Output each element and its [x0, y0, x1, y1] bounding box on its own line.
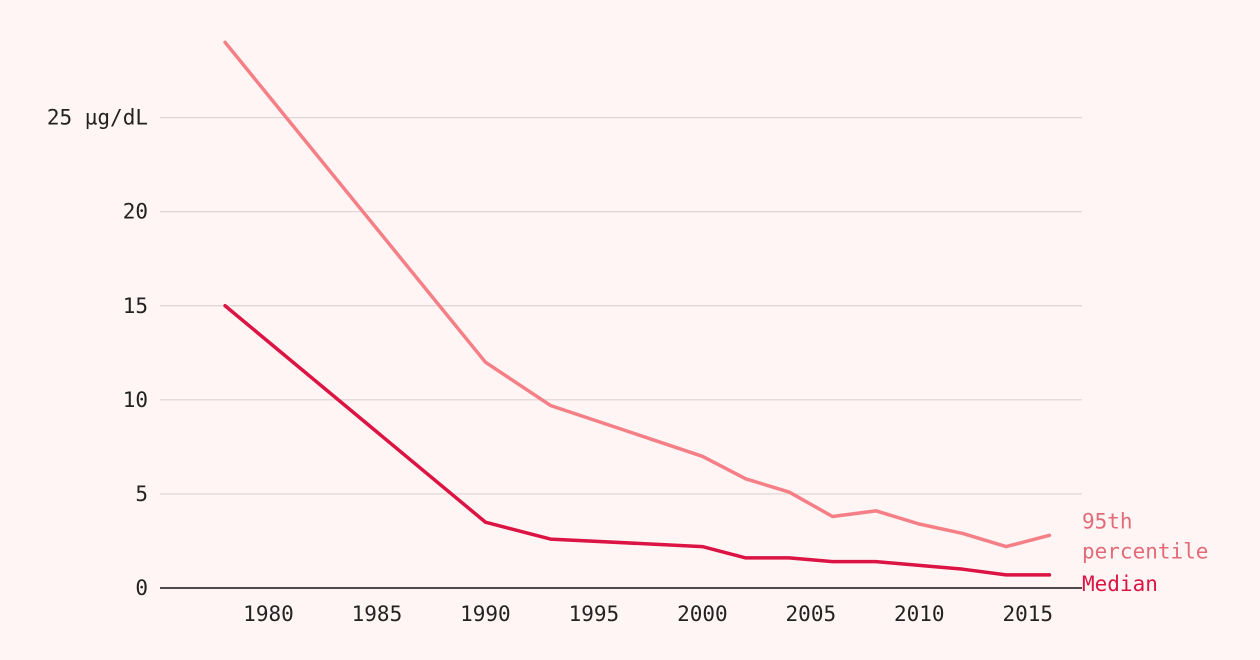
x-tick-label: 1985 [352, 602, 403, 626]
x-tick-label: 2000 [677, 602, 728, 626]
series-labels: 95th percentile Median [1082, 509, 1208, 596]
x-tick-label: 1995 [569, 602, 620, 626]
y-tick-label: 20 [123, 200, 148, 224]
x-tick-label: 1990 [460, 602, 511, 626]
axes: 0 5 10 15 20 25 µg/dL 1980 1985 1990 1995 2000 2005… [47, 106, 1082, 626]
series-label-line: percentile [1082, 539, 1208, 563]
y-tick-label: 0 [135, 576, 148, 600]
series-label-line: Median [1082, 572, 1158, 596]
series-line-95th-percentile [223, 40, 1052, 549]
series-label-95th-percentile: 95th percentile [1082, 509, 1208, 563]
x-tick-label: 2010 [894, 602, 945, 626]
y-tick-label: 15 [123, 294, 148, 318]
series-label-line: 95th [1082, 509, 1133, 533]
x-tick-label: 2005 [786, 602, 837, 626]
series-label-median: Median [1082, 572, 1158, 596]
y-tick-label: 25 µg/dL [47, 106, 148, 130]
gridlines [160, 116, 1082, 495]
x-tick-label: 2015 [1002, 602, 1053, 626]
y-tick-label: 5 [135, 482, 148, 506]
x-tick-label: 1980 [243, 602, 294, 626]
y-tick-label: 10 [123, 388, 148, 412]
series-line-median [223, 304, 1052, 577]
series-lines [223, 40, 1052, 577]
